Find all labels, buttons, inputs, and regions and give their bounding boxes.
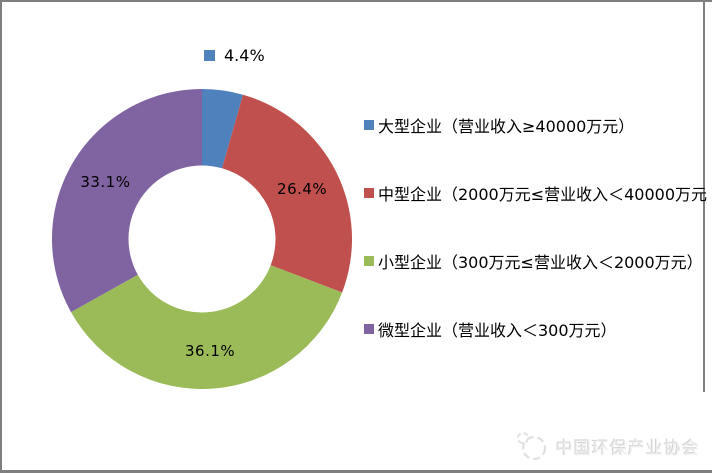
legend-item-small: 小型企业（300万元≤营业收入＜2000万元） xyxy=(364,250,707,272)
donut-slice-1 xyxy=(222,94,352,293)
data-label-large-text: 4.4% xyxy=(224,46,265,65)
legend-label: 中型企业（2000万元≤营业收入＜40000万元 xyxy=(378,185,708,204)
donut-chart: 26.4% 36.1% 33.1% xyxy=(52,89,352,389)
legend-item-large: 大型企业（营业收入≥40000万元） xyxy=(364,114,707,136)
legend-item-medium: 中型企业（2000万元≤营业收入＜40000万元 xyxy=(364,182,707,204)
legend-key-icon xyxy=(204,50,215,61)
data-label-micro: 33.1% xyxy=(80,173,131,192)
legend-label: 大型企业（营业收入≥40000万元） xyxy=(378,117,635,136)
legend-label: 小型企业（300万元≤营业收入＜2000万元） xyxy=(378,253,703,272)
legend-item-micro: 微型企业（营业收入＜300万元） xyxy=(364,318,707,340)
donut-slice-3 xyxy=(52,89,202,313)
legend-key-icon xyxy=(364,256,374,266)
donut-svg xyxy=(52,89,352,389)
data-label-large: 4.4% xyxy=(204,46,265,65)
association-logo-icon xyxy=(517,432,547,461)
donut-slice-2 xyxy=(71,265,343,389)
chart-right-border xyxy=(703,2,705,392)
legend-key-icon xyxy=(364,120,374,130)
data-label-medium: 26.4% xyxy=(277,179,328,198)
chart-legend: 大型企业（营业收入≥40000万元） 中型企业（2000万元≤营业收入＜4000… xyxy=(364,114,707,340)
donut-slice-0 xyxy=(202,89,243,169)
data-label-small: 36.1% xyxy=(185,341,236,360)
legend-key-icon xyxy=(364,324,374,334)
watermark-text: 中国环保产业协会 xyxy=(556,438,700,459)
legend-label: 微型企业（营业收入＜300万元） xyxy=(378,321,617,340)
watermark: 中国环保产业协会 xyxy=(514,429,700,463)
legend-key-icon xyxy=(364,188,374,198)
